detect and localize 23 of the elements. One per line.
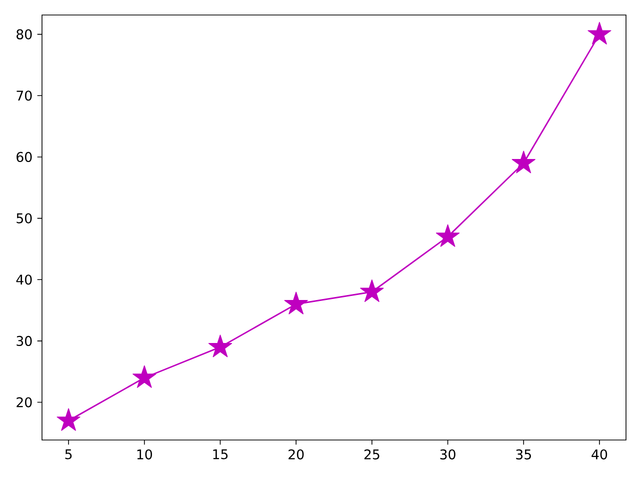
- x-tick-label: 10: [137, 449, 152, 460]
- point: [132, 365, 156, 388]
- point: [284, 292, 308, 314]
- y-tick-label: 60: [16, 152, 32, 162]
- y-tick-label: 80: [16, 29, 32, 40]
- x-tick-label: 25: [364, 449, 380, 460]
- y-tick-label: 40: [16, 274, 32, 285]
- point: [436, 224, 460, 247]
- point: [56, 408, 80, 431]
- x-tick-label: 20: [288, 449, 304, 460]
- x-tick-label: 30: [440, 449, 456, 460]
- x-tick-label: 35: [516, 449, 531, 460]
- y-tick-label: 70: [16, 90, 32, 101]
- point: [208, 334, 232, 358]
- y-tick-label: 50: [16, 213, 32, 224]
- x-tick-label: 15: [213, 449, 228, 460]
- y-tick-label: 20: [16, 397, 32, 408]
- x-tick-label: 40: [592, 449, 608, 460]
- x-tick-label: 5: [65, 449, 72, 460]
- point: [360, 279, 384, 302]
- point: [588, 22, 612, 44]
- point: [512, 150, 536, 174]
- y-tick-label: 30: [16, 336, 32, 346]
